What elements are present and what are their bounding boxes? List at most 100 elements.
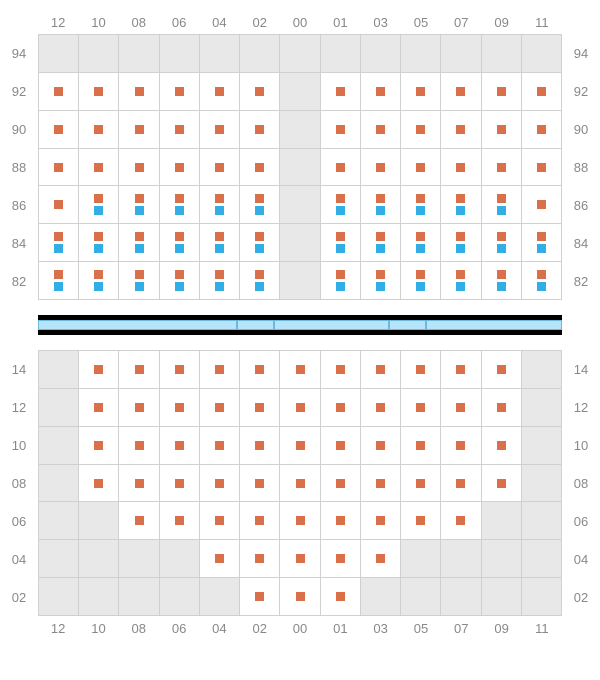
seat-cell[interactable]	[440, 262, 480, 299]
seat-cell[interactable]	[320, 149, 360, 186]
seat-cell[interactable]	[400, 465, 440, 502]
seat-cell[interactable]	[199, 224, 239, 261]
seat-cell[interactable]	[159, 149, 199, 186]
seat-cell[interactable]	[78, 186, 118, 223]
seat-cell[interactable]	[320, 73, 360, 110]
seat-cell[interactable]	[320, 540, 360, 577]
seat-cell[interactable]	[199, 351, 239, 388]
seat-cell[interactable]	[159, 262, 199, 299]
seat-cell[interactable]	[279, 427, 319, 464]
seat-cell[interactable]	[360, 73, 400, 110]
seat-cell[interactable]	[481, 262, 521, 299]
seat-cell[interactable]	[360, 224, 400, 261]
seat-cell[interactable]	[118, 224, 158, 261]
seat-cell[interactable]	[400, 149, 440, 186]
seat-cell[interactable]	[320, 262, 360, 299]
seat-cell[interactable]	[360, 389, 400, 426]
seat-cell[interactable]	[239, 427, 279, 464]
seat-cell[interactable]	[199, 540, 239, 577]
seat-cell[interactable]	[440, 111, 480, 148]
seat-cell[interactable]	[320, 502, 360, 539]
seat-cell[interactable]	[118, 111, 158, 148]
seat-cell[interactable]	[360, 540, 400, 577]
seat-cell[interactable]	[78, 73, 118, 110]
seat-cell[interactable]	[400, 224, 440, 261]
seat-cell[interactable]	[78, 149, 118, 186]
seat-cell[interactable]	[239, 186, 279, 223]
seat-cell[interactable]	[78, 465, 118, 502]
seat-cell[interactable]	[400, 389, 440, 426]
seat-cell[interactable]	[39, 149, 78, 186]
seat-cell[interactable]	[199, 73, 239, 110]
seat-cell[interactable]	[159, 186, 199, 223]
seat-cell[interactable]	[159, 502, 199, 539]
seat-cell[interactable]	[159, 73, 199, 110]
seat-cell[interactable]	[481, 351, 521, 388]
seat-cell[interactable]	[320, 111, 360, 148]
seat-cell[interactable]	[159, 427, 199, 464]
seat-cell[interactable]	[440, 389, 480, 426]
seat-cell[interactable]	[279, 502, 319, 539]
seat-cell[interactable]	[78, 427, 118, 464]
seat-cell[interactable]	[360, 149, 400, 186]
seat-cell[interactable]	[199, 502, 239, 539]
seat-cell[interactable]	[320, 389, 360, 426]
seat-cell[interactable]	[400, 502, 440, 539]
seat-cell[interactable]	[39, 73, 78, 110]
seat-cell[interactable]	[440, 149, 480, 186]
seat-cell[interactable]	[78, 224, 118, 261]
seat-cell[interactable]	[521, 149, 561, 186]
seat-cell[interactable]	[440, 351, 480, 388]
seat-cell[interactable]	[320, 465, 360, 502]
seat-cell[interactable]	[239, 224, 279, 261]
seat-cell[interactable]	[481, 111, 521, 148]
seat-cell[interactable]	[521, 111, 561, 148]
seat-cell[interactable]	[320, 224, 360, 261]
seat-cell[interactable]	[118, 465, 158, 502]
seat-cell[interactable]	[279, 465, 319, 502]
seat-cell[interactable]	[481, 149, 521, 186]
seat-cell[interactable]	[39, 186, 78, 223]
seat-cell[interactable]	[199, 389, 239, 426]
seat-cell[interactable]	[521, 186, 561, 223]
seat-cell[interactable]	[400, 73, 440, 110]
seat-cell[interactable]	[199, 465, 239, 502]
seat-cell[interactable]	[159, 465, 199, 502]
seat-cell[interactable]	[360, 502, 400, 539]
seat-cell[interactable]	[199, 427, 239, 464]
seat-cell[interactable]	[39, 224, 78, 261]
seat-cell[interactable]	[239, 502, 279, 539]
seat-cell[interactable]	[481, 73, 521, 110]
seat-cell[interactable]	[440, 465, 480, 502]
seat-cell[interactable]	[440, 186, 480, 223]
seat-cell[interactable]	[239, 540, 279, 577]
seat-cell[interactable]	[78, 389, 118, 426]
seat-cell[interactable]	[199, 262, 239, 299]
seat-cell[interactable]	[39, 262, 78, 299]
seat-cell[interactable]	[159, 224, 199, 261]
seat-cell[interactable]	[481, 224, 521, 261]
seat-cell[interactable]	[159, 389, 199, 426]
seat-cell[interactable]	[159, 111, 199, 148]
seat-cell[interactable]	[279, 351, 319, 388]
seat-cell[interactable]	[400, 111, 440, 148]
seat-cell[interactable]	[400, 262, 440, 299]
seat-cell[interactable]	[360, 465, 400, 502]
seat-cell[interactable]	[360, 351, 400, 388]
seat-cell[interactable]	[360, 111, 400, 148]
seat-cell[interactable]	[199, 186, 239, 223]
seat-cell[interactable]	[481, 389, 521, 426]
seat-cell[interactable]	[78, 351, 118, 388]
seat-cell[interactable]	[118, 186, 158, 223]
seat-cell[interactable]	[440, 502, 480, 539]
seat-cell[interactable]	[118, 351, 158, 388]
seat-cell[interactable]	[78, 262, 118, 299]
seat-cell[interactable]	[239, 111, 279, 148]
seat-cell[interactable]	[481, 186, 521, 223]
seat-cell[interactable]	[78, 111, 118, 148]
seat-cell[interactable]	[239, 389, 279, 426]
seat-cell[interactable]	[118, 427, 158, 464]
seat-cell[interactable]	[320, 427, 360, 464]
seat-cell[interactable]	[521, 73, 561, 110]
seat-cell[interactable]	[118, 73, 158, 110]
